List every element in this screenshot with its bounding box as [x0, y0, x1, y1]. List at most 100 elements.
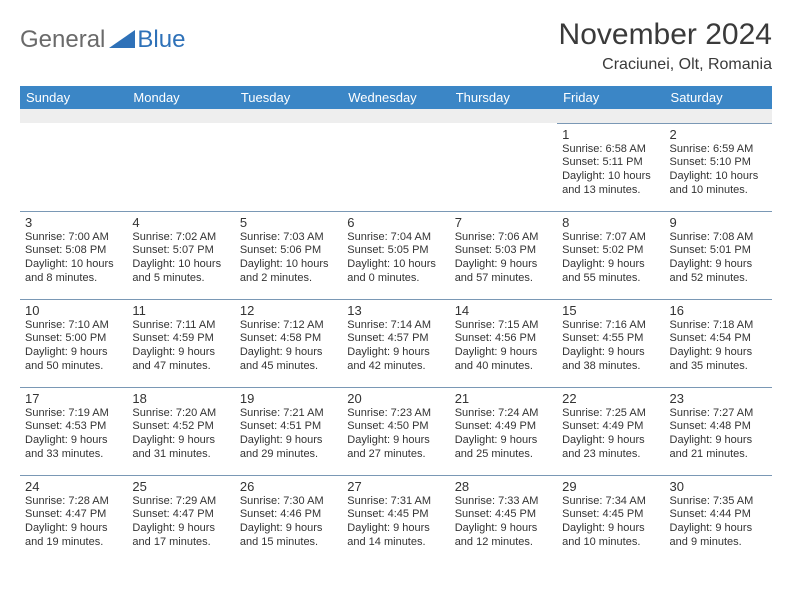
- calendar-cell: 23Sunrise: 7:27 AMSunset: 4:48 PMDayligh…: [665, 387, 772, 475]
- day-number: 30: [670, 479, 767, 494]
- day-number: 1: [562, 127, 659, 142]
- day-info: Sunrise: 7:10 AMSunset: 5:00 PMDaylight:…: [25, 319, 122, 374]
- calendar-week-row: 24Sunrise: 7:28 AMSunset: 4:47 PMDayligh…: [20, 475, 772, 563]
- day-number: 15: [562, 303, 659, 318]
- calendar-cell: 19Sunrise: 7:21 AMSunset: 4:51 PMDayligh…: [235, 387, 342, 475]
- calendar-cell: 27Sunrise: 7:31 AMSunset: 4:45 PMDayligh…: [342, 475, 449, 563]
- calendar-cell: 24Sunrise: 7:28 AMSunset: 4:47 PMDayligh…: [20, 475, 127, 563]
- calendar-cell: 7Sunrise: 7:06 AMSunset: 5:03 PMDaylight…: [450, 211, 557, 299]
- calendar-cell: 11Sunrise: 7:11 AMSunset: 4:59 PMDayligh…: [127, 299, 234, 387]
- calendar-page: General Blue November 2024 Craciunei, Ol…: [0, 0, 792, 581]
- calendar-cell: [235, 123, 342, 211]
- day-info: Sunrise: 7:28 AMSunset: 4:47 PMDaylight:…: [25, 495, 122, 550]
- day-number: 19: [240, 391, 337, 406]
- calendar-cell: 1Sunrise: 6:58 AMSunset: 5:11 PMDaylight…: [557, 123, 664, 211]
- day-number: 11: [132, 303, 229, 318]
- day-info: Sunrise: 7:00 AMSunset: 5:08 PMDaylight:…: [25, 231, 122, 286]
- weekday-header: Wednesday: [342, 86, 449, 109]
- day-info: Sunrise: 7:14 AMSunset: 4:57 PMDaylight:…: [347, 319, 444, 374]
- calendar-cell: 16Sunrise: 7:18 AMSunset: 4:54 PMDayligh…: [665, 299, 772, 387]
- day-number: 27: [347, 479, 444, 494]
- calendar-cell: 12Sunrise: 7:12 AMSunset: 4:58 PMDayligh…: [235, 299, 342, 387]
- calendar-cell: [342, 123, 449, 211]
- day-info: Sunrise: 6:59 AMSunset: 5:10 PMDaylight:…: [670, 143, 767, 198]
- day-info: Sunrise: 7:23 AMSunset: 4:50 PMDaylight:…: [347, 407, 444, 462]
- day-number: 8: [562, 215, 659, 230]
- top-bar: General Blue November 2024 Craciunei, Ol…: [20, 18, 772, 74]
- day-info: Sunrise: 7:29 AMSunset: 4:47 PMDaylight:…: [132, 495, 229, 550]
- calendar-week-row: 17Sunrise: 7:19 AMSunset: 4:53 PMDayligh…: [20, 387, 772, 475]
- month-title: November 2024: [559, 18, 772, 52]
- location-text: Craciunei, Olt, Romania: [559, 56, 772, 74]
- day-number: 18: [132, 391, 229, 406]
- calendar-cell: 8Sunrise: 7:07 AMSunset: 5:02 PMDaylight…: [557, 211, 664, 299]
- day-number: 23: [670, 391, 767, 406]
- day-info: Sunrise: 7:20 AMSunset: 4:52 PMDaylight:…: [132, 407, 229, 462]
- day-number: 13: [347, 303, 444, 318]
- calendar-cell: 20Sunrise: 7:23 AMSunset: 4:50 PMDayligh…: [342, 387, 449, 475]
- day-number: 14: [455, 303, 552, 318]
- day-info: Sunrise: 7:25 AMSunset: 4:49 PMDaylight:…: [562, 407, 659, 462]
- day-number: 5: [240, 215, 337, 230]
- calendar-table: Sunday Monday Tuesday Wednesday Thursday…: [20, 86, 772, 563]
- day-number: 22: [562, 391, 659, 406]
- title-block: November 2024 Craciunei, Olt, Romania: [559, 18, 772, 74]
- calendar-cell: 10Sunrise: 7:10 AMSunset: 5:00 PMDayligh…: [20, 299, 127, 387]
- day-info: Sunrise: 7:15 AMSunset: 4:56 PMDaylight:…: [455, 319, 552, 374]
- calendar-cell: 13Sunrise: 7:14 AMSunset: 4:57 PMDayligh…: [342, 299, 449, 387]
- calendar-cell: 21Sunrise: 7:24 AMSunset: 4:49 PMDayligh…: [450, 387, 557, 475]
- day-number: 10: [25, 303, 122, 318]
- calendar-body: 1Sunrise: 6:58 AMSunset: 5:11 PMDaylight…: [20, 109, 772, 563]
- calendar-cell: [20, 123, 127, 211]
- day-info: Sunrise: 7:11 AMSunset: 4:59 PMDaylight:…: [132, 319, 229, 374]
- day-info: Sunrise: 6:58 AMSunset: 5:11 PMDaylight:…: [562, 143, 659, 198]
- day-info: Sunrise: 7:16 AMSunset: 4:55 PMDaylight:…: [562, 319, 659, 374]
- day-info: Sunrise: 7:21 AMSunset: 4:51 PMDaylight:…: [240, 407, 337, 462]
- logo-text-general: General: [20, 26, 105, 54]
- calendar-cell: 25Sunrise: 7:29 AMSunset: 4:47 PMDayligh…: [127, 475, 234, 563]
- weekday-header: Thursday: [450, 86, 557, 109]
- day-number: 25: [132, 479, 229, 494]
- day-number: 7: [455, 215, 552, 230]
- day-info: Sunrise: 7:35 AMSunset: 4:44 PMDaylight:…: [670, 495, 767, 550]
- logo-text-blue: Blue: [137, 26, 185, 54]
- day-info: Sunrise: 7:27 AMSunset: 4:48 PMDaylight:…: [670, 407, 767, 462]
- weekday-header: Sunday: [20, 86, 127, 109]
- day-number: 16: [670, 303, 767, 318]
- calendar-cell: 26Sunrise: 7:30 AMSunset: 4:46 PMDayligh…: [235, 475, 342, 563]
- calendar-week-row: 10Sunrise: 7:10 AMSunset: 5:00 PMDayligh…: [20, 299, 772, 387]
- calendar-cell: 15Sunrise: 7:16 AMSunset: 4:55 PMDayligh…: [557, 299, 664, 387]
- day-info: Sunrise: 7:33 AMSunset: 4:45 PMDaylight:…: [455, 495, 552, 550]
- day-number: 17: [25, 391, 122, 406]
- day-number: 24: [25, 479, 122, 494]
- day-info: Sunrise: 7:18 AMSunset: 4:54 PMDaylight:…: [670, 319, 767, 374]
- weekday-header-row: Sunday Monday Tuesday Wednesday Thursday…: [20, 86, 772, 109]
- day-number: 26: [240, 479, 337, 494]
- day-number: 21: [455, 391, 552, 406]
- day-number: 20: [347, 391, 444, 406]
- calendar-cell: 4Sunrise: 7:02 AMSunset: 5:07 PMDaylight…: [127, 211, 234, 299]
- day-info: Sunrise: 7:08 AMSunset: 5:01 PMDaylight:…: [670, 231, 767, 286]
- calendar-cell: 3Sunrise: 7:00 AMSunset: 5:08 PMDaylight…: [20, 211, 127, 299]
- day-info: Sunrise: 7:24 AMSunset: 4:49 PMDaylight:…: [455, 407, 552, 462]
- calendar-cell: 29Sunrise: 7:34 AMSunset: 4:45 PMDayligh…: [557, 475, 664, 563]
- calendar-cell: 17Sunrise: 7:19 AMSunset: 4:53 PMDayligh…: [20, 387, 127, 475]
- calendar-cell: 14Sunrise: 7:15 AMSunset: 4:56 PMDayligh…: [450, 299, 557, 387]
- day-number: 9: [670, 215, 767, 230]
- day-info: Sunrise: 7:12 AMSunset: 4:58 PMDaylight:…: [240, 319, 337, 374]
- calendar-cell: 28Sunrise: 7:33 AMSunset: 4:45 PMDayligh…: [450, 475, 557, 563]
- day-number: 29: [562, 479, 659, 494]
- day-info: Sunrise: 7:34 AMSunset: 4:45 PMDaylight:…: [562, 495, 659, 550]
- logo: General Blue: [20, 18, 185, 54]
- day-number: 3: [25, 215, 122, 230]
- day-number: 12: [240, 303, 337, 318]
- weekday-header: Tuesday: [235, 86, 342, 109]
- day-info: Sunrise: 7:04 AMSunset: 5:05 PMDaylight:…: [347, 231, 444, 286]
- calendar-week-row: 1Sunrise: 6:58 AMSunset: 5:11 PMDaylight…: [20, 123, 772, 211]
- calendar-cell: 22Sunrise: 7:25 AMSunset: 4:49 PMDayligh…: [557, 387, 664, 475]
- day-info: Sunrise: 7:03 AMSunset: 5:06 PMDaylight:…: [240, 231, 337, 286]
- calendar-week-row: 3Sunrise: 7:00 AMSunset: 5:08 PMDaylight…: [20, 211, 772, 299]
- logo-triangle-icon: [109, 28, 135, 53]
- calendar-cell: 9Sunrise: 7:08 AMSunset: 5:01 PMDaylight…: [665, 211, 772, 299]
- weekday-header: Monday: [127, 86, 234, 109]
